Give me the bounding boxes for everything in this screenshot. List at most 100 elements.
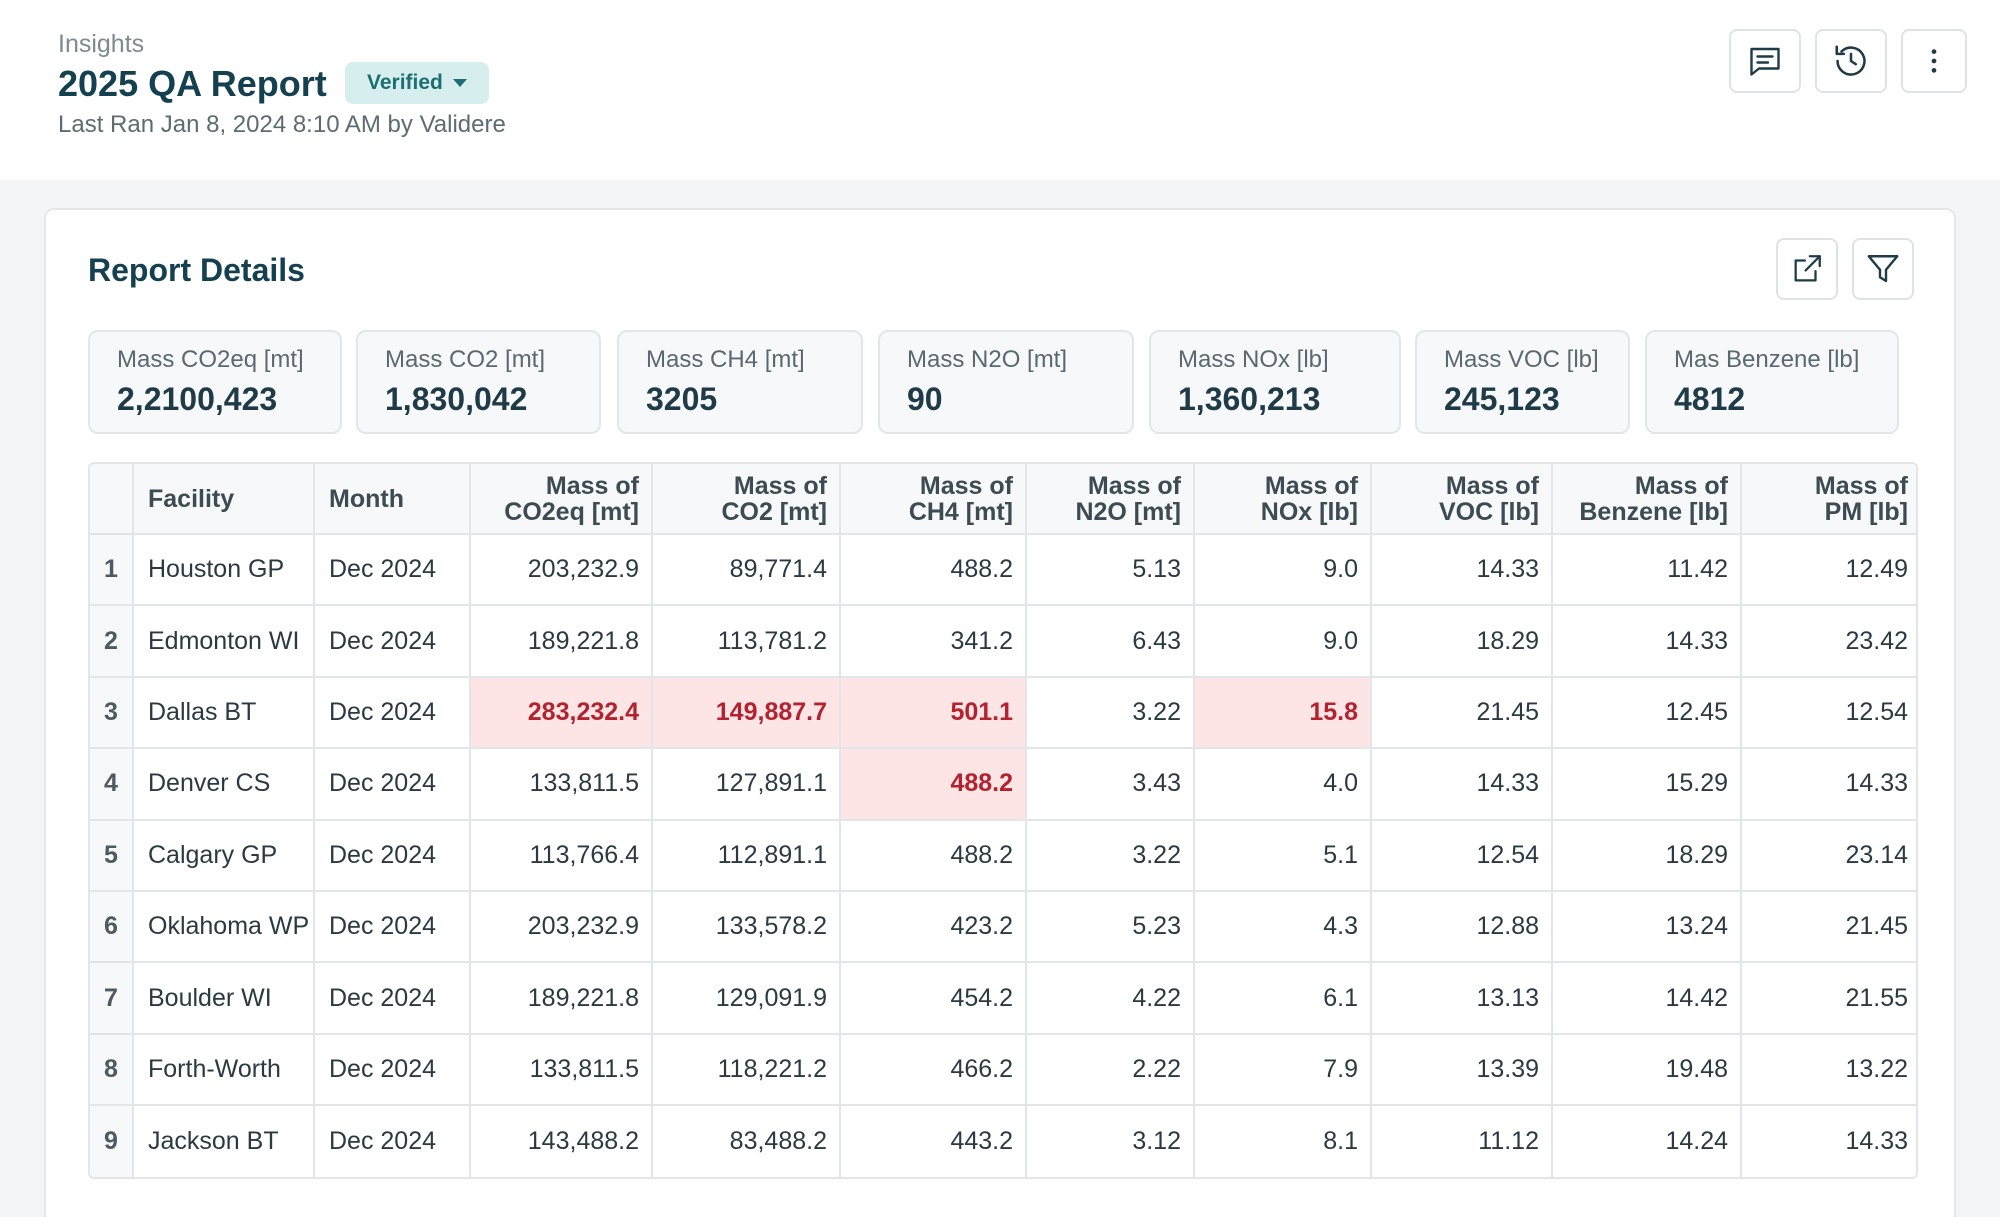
table-row[interactable]: 9 Jackson BT Dec 2024 143,488.2 83,488.2 443.… <box>90 1105 1916 1177</box>
column-header-pm[interactable]: Mass of PM [lb] <box>1741 464 1916 535</box>
value-cell: 11.42 <box>1552 534 1742 607</box>
value-cell: 2.22 <box>1026 1033 1195 1107</box>
last-ran-info: Last Ran Jan 8, 2024 8:10 AM by Validere <box>58 111 506 138</box>
value-cell: 133,811.5 <box>470 748 653 821</box>
month-cell: Dec 2024 <box>314 1105 471 1177</box>
value-cell: 143,488.2 <box>470 1105 653 1177</box>
value-cell: 488.2 <box>840 819 1027 892</box>
stat-card: Mass NOx [lb] 1,360,213 <box>1149 330 1401 434</box>
facility-cell: Dallas BT <box>133 676 315 750</box>
month-cell: Dec 2024 <box>314 534 471 607</box>
value-cell: 5.13 <box>1026 534 1195 607</box>
column-header-month[interactable]: Month <box>314 464 471 535</box>
stat-card: Mass N2O [mt] 90 <box>878 330 1134 434</box>
filter-button[interactable] <box>1852 238 1914 300</box>
table-row[interactable]: 8 Forth-Worth Dec 2024 133,811.5 118,221.2 46… <box>90 1033 1916 1107</box>
facility-cell: Oklahoma WP <box>133 890 315 964</box>
stat-label: Mass NOx [lb] <box>1178 346 1329 373</box>
value-cell: 83,488.2 <box>652 1105 841 1177</box>
stat-value: 3205 <box>646 381 718 417</box>
month-cell: Dec 2024 <box>314 605 471 678</box>
breadcrumb[interactable]: Insights <box>58 30 145 58</box>
column-header-nox[interactable]: Mass of NOx [lb] <box>1194 464 1372 535</box>
value-cell: 149,887.7 <box>652 676 841 750</box>
month-cell: Dec 2024 <box>314 962 471 1035</box>
stat-label: Mass CO2 [mt] <box>385 346 546 373</box>
value-cell: 488.2 <box>840 534 1027 607</box>
caret-down-icon <box>452 79 467 87</box>
value-cell: 21.45 <box>1371 676 1553 750</box>
value-cell: 12.88 <box>1371 890 1553 964</box>
value-cell: 4.22 <box>1026 962 1195 1035</box>
stat-value: 90 <box>907 381 943 417</box>
value-cell: 203,232.9 <box>470 890 653 964</box>
row-index: 6 <box>90 890 134 964</box>
value-cell: 129,091.9 <box>652 962 841 1035</box>
status-badge-dropdown[interactable]: Verified <box>345 62 489 104</box>
status-badge-label: Verified <box>367 71 443 94</box>
value-cell: 6.1 <box>1194 962 1372 1035</box>
value-cell: 14.33 <box>1371 748 1553 821</box>
column-header-co2[interactable]: Mass of CO2 [mt] <box>652 464 841 535</box>
open-external-button[interactable] <box>1776 238 1838 300</box>
value-cell: 454.2 <box>840 962 1027 1035</box>
value-cell: 14.24 <box>1552 1105 1742 1177</box>
value-cell: 5.23 <box>1026 890 1195 964</box>
value-cell: 12.54 <box>1741 676 1916 750</box>
facility-cell: Boulder WI <box>133 962 315 1035</box>
value-cell: 112,891.1 <box>652 819 841 892</box>
value-cell: 19.48 <box>1552 1033 1742 1107</box>
stat-card: Mass VOC [lb] 245,123 <box>1415 330 1630 434</box>
column-header-ch4[interactable]: Mass of CH4 [mt] <box>840 464 1027 535</box>
row-index: 5 <box>90 819 134 892</box>
value-cell: 3.12 <box>1026 1105 1195 1177</box>
table-row[interactable]: 6 Oklahoma WP Dec 2024 203,232.9 133,578.2 42… <box>90 890 1916 964</box>
value-cell: 113,781.2 <box>652 605 841 678</box>
table-row[interactable]: 2 Edmonton WI Dec 2024 189,221.8 113,781.2 34… <box>90 605 1916 678</box>
comment-button[interactable] <box>1729 29 1801 93</box>
column-header-benzene[interactable]: Mass of Benzene [lb] <box>1552 464 1742 535</box>
value-cell: 8.1 <box>1194 1105 1372 1177</box>
history-button[interactable] <box>1815 29 1887 93</box>
value-cell: 21.45 <box>1741 890 1916 964</box>
stat-value: 1,830,042 <box>385 381 528 417</box>
table-row[interactable]: 3 Dallas BT Dec 2024 283,232.4 149,887.7 501.… <box>90 676 1916 750</box>
value-cell: 13.24 <box>1552 890 1742 964</box>
column-header-co2eq[interactable]: Mass of CO2eq [mt] <box>470 464 653 535</box>
column-header-n2o[interactable]: Mass of N2O [mt] <box>1026 464 1195 535</box>
stat-label: Mass CO2eq [mt] <box>117 346 304 373</box>
row-index: 9 <box>90 1105 134 1177</box>
table-row[interactable]: 1 Houston GP Dec 2024 203,232.9 89,771.4 488.… <box>90 534 1916 607</box>
value-cell: 3.43 <box>1026 748 1195 821</box>
value-cell: 4.0 <box>1194 748 1372 821</box>
column-header-voc[interactable]: Mass of VOC [lb] <box>1371 464 1553 535</box>
value-cell: 423.2 <box>840 890 1027 964</box>
value-cell: 11.12 <box>1371 1105 1553 1177</box>
value-cell: 14.33 <box>1741 1105 1916 1177</box>
stat-card: Mass CO2eq [mt] 2,2100,423 <box>88 330 342 434</box>
stat-card: Mas Benzene [lb] 4812 <box>1645 330 1899 434</box>
column-header-facility[interactable]: Facility <box>133 464 315 535</box>
stat-value: 245,123 <box>1444 381 1560 417</box>
value-cell: 488.2 <box>840 748 1027 821</box>
row-index: 7 <box>90 962 134 1035</box>
stat-value: 4812 <box>1674 381 1746 417</box>
month-cell: Dec 2024 <box>314 676 471 750</box>
value-cell: 283,232.4 <box>470 676 653 750</box>
value-cell: 118,221.2 <box>652 1033 841 1107</box>
table-row[interactable]: 4 Denver CS Dec 2024 133,811.5 127,891.1 488.… <box>90 748 1916 821</box>
stat-label: Mass CH4 [mt] <box>646 346 805 373</box>
value-cell: 189,221.8 <box>470 605 653 678</box>
month-cell: Dec 2024 <box>314 819 471 892</box>
table-row[interactable]: 5 Calgary GP Dec 2024 113,766.4 112,891.1 488… <box>90 819 1916 892</box>
month-cell: Dec 2024 <box>314 890 471 964</box>
value-cell: 13.13 <box>1371 962 1553 1035</box>
value-cell: 7.9 <box>1194 1033 1372 1107</box>
stat-value: 1,360,213 <box>1178 381 1321 417</box>
value-cell: 466.2 <box>840 1033 1027 1107</box>
table-row[interactable]: 7 Boulder WI Dec 2024 189,221.8 129,091.9 454… <box>90 962 1916 1035</box>
value-cell: 9.0 <box>1194 605 1372 678</box>
more-options-button[interactable] <box>1901 29 1967 93</box>
facility-cell: Calgary GP <box>133 819 315 892</box>
value-cell: 13.22 <box>1741 1033 1916 1107</box>
